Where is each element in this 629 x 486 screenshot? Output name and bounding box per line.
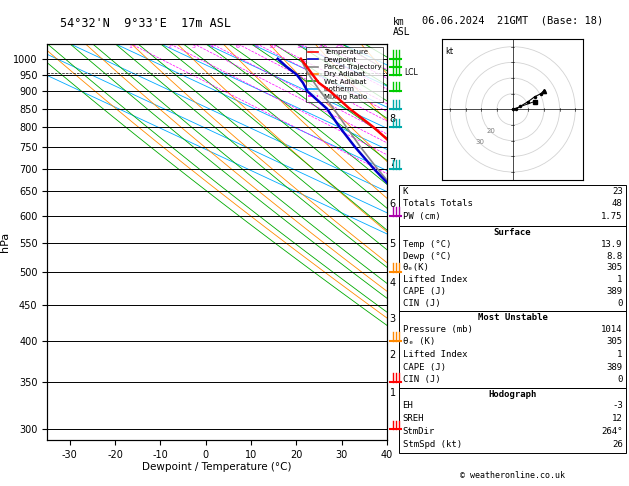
- Text: 06.06.2024  21GMT  (Base: 18): 06.06.2024 21GMT (Base: 18): [422, 16, 603, 26]
- Text: Surface: Surface: [494, 228, 532, 238]
- Text: EH: EH: [403, 401, 413, 411]
- Text: 1: 1: [617, 350, 623, 359]
- Text: PW (cm): PW (cm): [403, 211, 440, 221]
- Text: Lifted Index: Lifted Index: [403, 350, 467, 359]
- Text: 1: 1: [617, 276, 623, 284]
- Text: StmSpd (kt): StmSpd (kt): [403, 440, 462, 450]
- Text: StmDir: StmDir: [403, 428, 435, 436]
- Text: 6: 6: [236, 44, 240, 50]
- Text: 0: 0: [617, 299, 623, 308]
- Text: θₑ(K): θₑ(K): [403, 263, 430, 273]
- Text: 10: 10: [268, 44, 276, 50]
- Text: 264°: 264°: [601, 428, 623, 436]
- Text: 1: 1: [129, 44, 133, 50]
- Text: 25: 25: [334, 44, 342, 50]
- Text: 13.9: 13.9: [601, 240, 623, 249]
- Text: © weatheronline.co.uk: © weatheronline.co.uk: [460, 471, 565, 480]
- Y-axis label: hPa: hPa: [0, 232, 10, 252]
- Text: CAPE (J): CAPE (J): [403, 287, 445, 296]
- X-axis label: Dewpoint / Temperature (°C): Dewpoint / Temperature (°C): [142, 462, 292, 472]
- Text: 48: 48: [612, 199, 623, 208]
- Text: SREH: SREH: [403, 415, 424, 423]
- Text: 0: 0: [617, 375, 623, 384]
- Text: Dewp (°C): Dewp (°C): [403, 252, 451, 260]
- Text: 389: 389: [606, 363, 623, 372]
- Text: 30: 30: [476, 139, 484, 145]
- Text: Most Unstable: Most Unstable: [477, 313, 548, 323]
- Text: LCL: LCL: [404, 69, 418, 77]
- Text: 23: 23: [612, 187, 623, 196]
- Text: 20: 20: [486, 128, 495, 134]
- Text: ASL: ASL: [393, 27, 411, 37]
- Text: θₑ (K): θₑ (K): [403, 337, 435, 347]
- Text: 1.75: 1.75: [601, 211, 623, 221]
- Text: 305: 305: [606, 263, 623, 273]
- Text: Hodograph: Hodograph: [489, 390, 537, 399]
- Text: Lifted Index: Lifted Index: [403, 276, 467, 284]
- Text: 1014: 1014: [601, 325, 623, 334]
- Text: 389: 389: [606, 287, 623, 296]
- Text: km: km: [393, 17, 405, 27]
- Text: Temp (°C): Temp (°C): [403, 240, 451, 249]
- Text: K: K: [403, 187, 408, 196]
- Text: Pressure (mb): Pressure (mb): [403, 325, 472, 334]
- Text: 4: 4: [209, 44, 213, 50]
- Text: 54°32'N  9°33'E  17m ASL: 54°32'N 9°33'E 17m ASL: [60, 17, 231, 30]
- Text: 8.8: 8.8: [606, 252, 623, 260]
- Legend: Temperature, Dewpoint, Parcel Trajectory, Dry Adiabat, Wet Adiabat, Isotherm, Mi: Temperature, Dewpoint, Parcel Trajectory…: [306, 47, 383, 102]
- Text: CIN (J): CIN (J): [403, 299, 440, 308]
- Text: -3: -3: [612, 401, 623, 411]
- Text: kt: kt: [445, 47, 454, 56]
- Text: 20: 20: [318, 44, 325, 50]
- Text: 12: 12: [612, 415, 623, 423]
- Text: 3: 3: [192, 44, 196, 50]
- Text: 15: 15: [296, 44, 304, 50]
- Text: CAPE (J): CAPE (J): [403, 363, 445, 372]
- Text: 8: 8: [255, 44, 259, 50]
- Text: 2: 2: [168, 44, 172, 50]
- Text: Totals Totals: Totals Totals: [403, 199, 472, 208]
- Text: 26: 26: [612, 440, 623, 450]
- Text: 305: 305: [606, 337, 623, 347]
- Text: CIN (J): CIN (J): [403, 375, 440, 384]
